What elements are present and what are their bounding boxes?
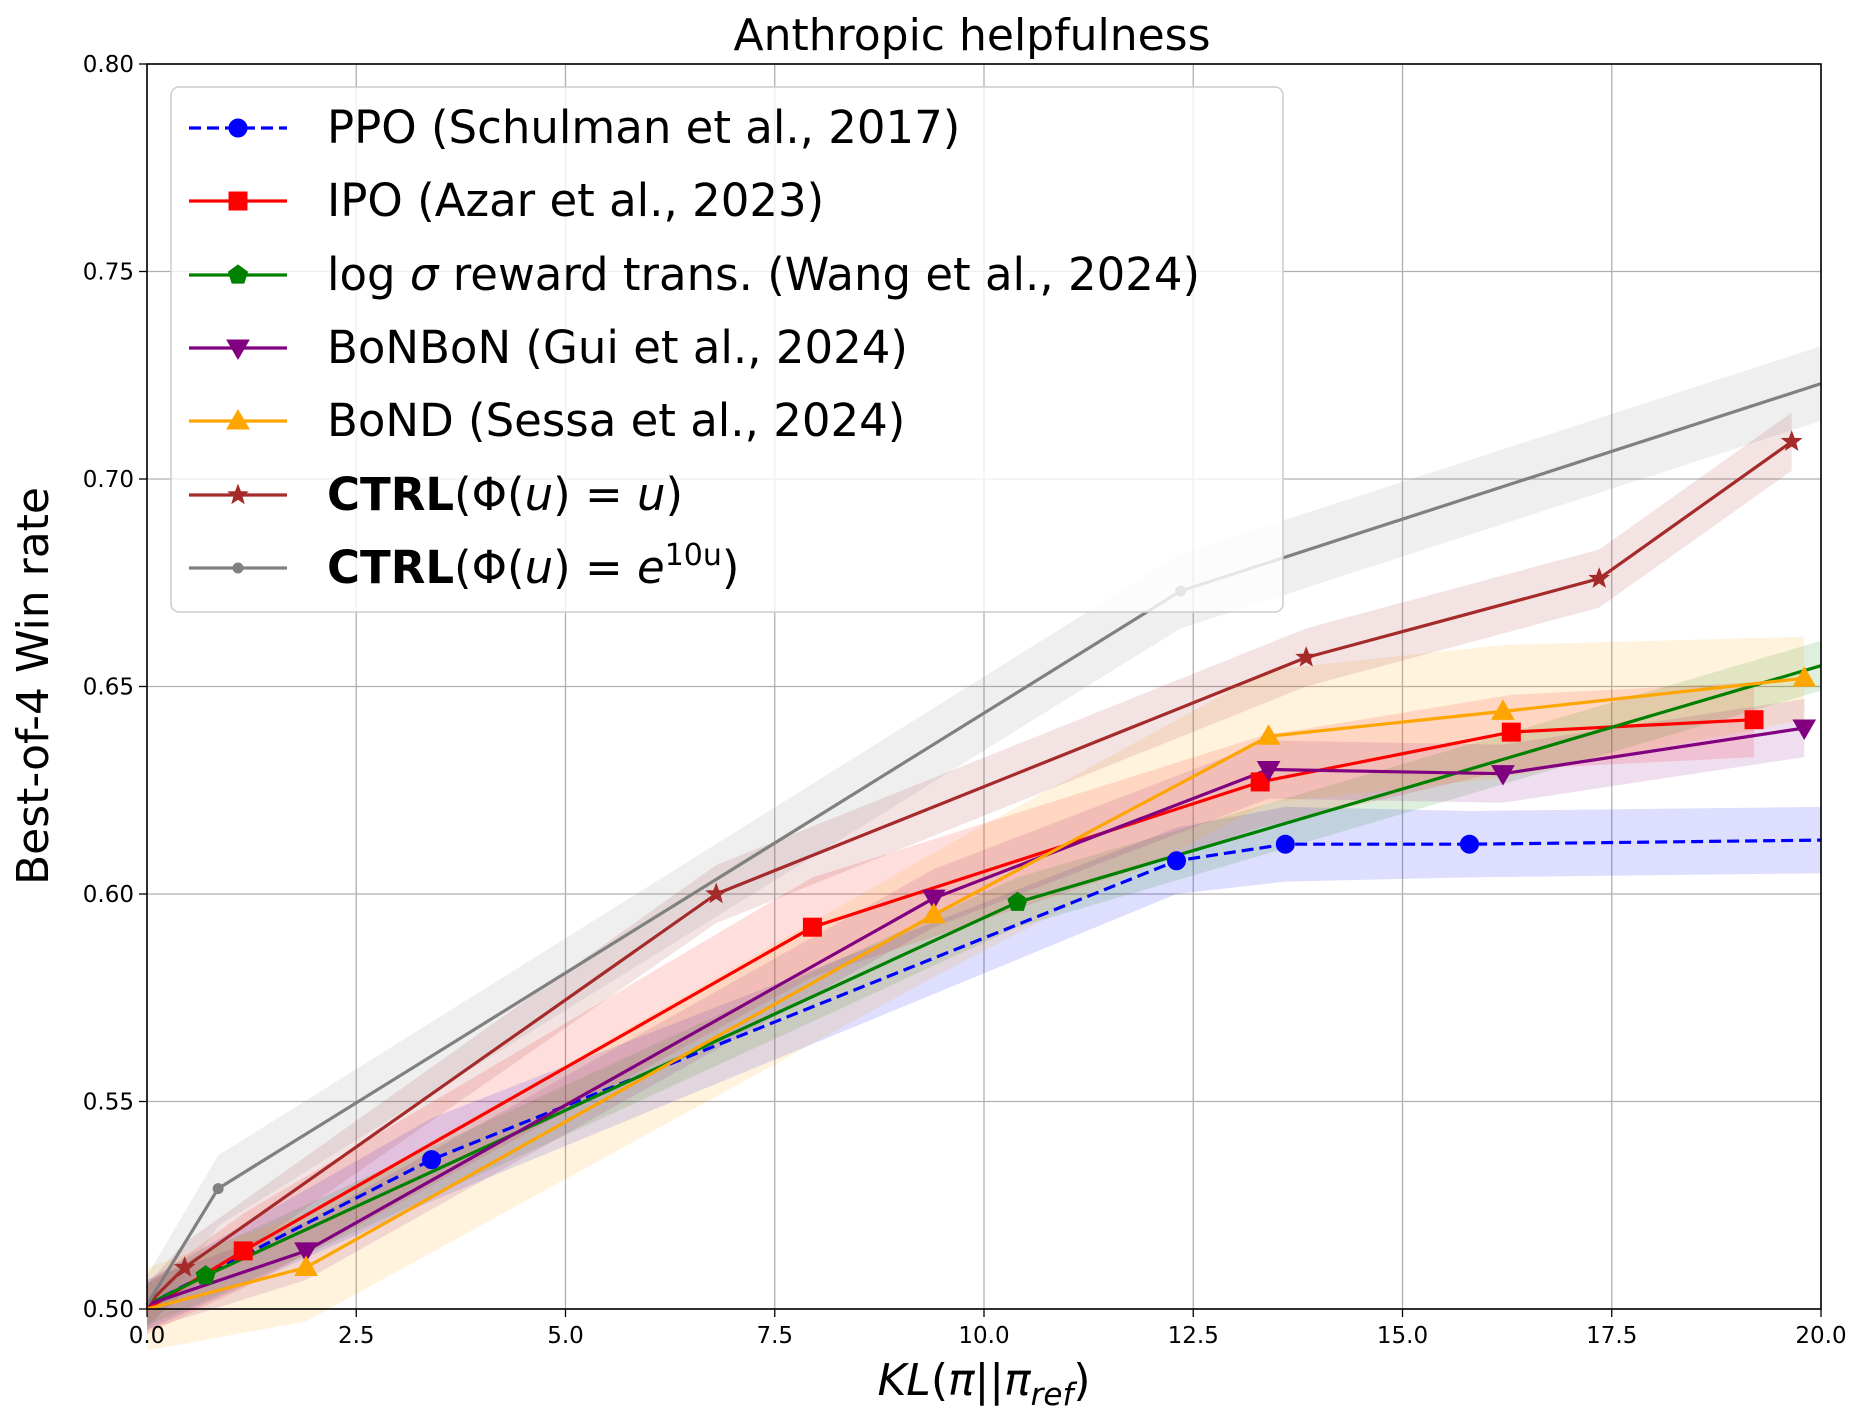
point-ipo-azar-et-al-2023 [1250, 772, 1270, 792]
line-ppo-schulman-et-al-2017 [146, 838, 1822, 1307]
legend-entry-ipo: IPO (Azar et al., 2023) [327, 174, 824, 227]
x-tick-label: 7.5 [756, 1323, 793, 1349]
band-ctrl-u-e-10u [147, 346, 1821, 1334]
point-ctrl-u-u [1780, 430, 1803, 451]
band-bonbon-gui-et-al-2024 [147, 699, 1805, 1330]
point-bond-sessa-et-al-2024 [1491, 699, 1515, 720]
x-tick-label: 5.0 [547, 1323, 584, 1349]
x-tick-label: 2.5 [338, 1323, 375, 1349]
point-bond-sessa-et-al-2024 [1792, 666, 1817, 687]
x-axis-ticks: 0.0 2.5 5.0 7.5 10.0 12.5 15.0 17.5 20.0 [129, 1309, 1847, 1349]
legend-marker-ctrl-u-u [227, 483, 249, 505]
y-axis-title: Best-of-4 Win rate [8, 487, 59, 885]
legend-entry-bond: BoND (Sessa et al., 2024) [327, 394, 905, 447]
chart-title: Anthropic helpfulness [733, 10, 1210, 61]
point-bonbon-gui-et-al-2024 [1491, 765, 1515, 786]
point-ctrl-u-u [705, 882, 728, 904]
legend-marker-log-reward-trans-wang-et-al-2024 [227, 264, 249, 284]
line-bonbon-gui-et-al-2024 [146, 726, 1805, 1307]
band-bond-sessa-et-al-2024 [147, 636, 1805, 1351]
point-log-reward-trans-wang-et-al-2024 [195, 1265, 216, 1285]
y-tick-label: 0.70 [83, 467, 134, 493]
x-tick-label: 17.5 [1586, 1323, 1637, 1349]
y-axis-ticks: 0.50 0.55 0.60 0.65 0.70 0.75 0.80 [83, 52, 147, 1323]
point-bond-sessa-et-al-2024 [1256, 724, 1281, 745]
point-ipo-azar-et-al-2023 [1744, 710, 1764, 730]
legend-marker-ppo-schulman-et-al-2017 [228, 118, 248, 138]
point-log-reward-trans-wang-et-al-2024 [1007, 891, 1028, 911]
series-markers [173, 430, 1817, 1285]
point-ctrl-u-u [1295, 646, 1318, 667]
series-lines [145, 382, 1822, 1311]
point-bond-sessa-et-al-2024 [294, 1255, 318, 1276]
band-ctrl-u-u [147, 412, 1792, 1326]
point-bonbon-gui-et-al-2024 [921, 889, 946, 911]
point-ctrl-u-u [173, 1256, 196, 1277]
y-tick-label: 0.55 [83, 1090, 134, 1116]
line-ctrl-u-e-10u [145, 382, 1822, 1306]
line-ctrl-u-u [145, 440, 1793, 1306]
point-ppo-schulman-et-al-2017 [1459, 834, 1479, 854]
legend-handles [189, 118, 287, 574]
legend-marker-ctrl-u-e-10u [232, 562, 244, 574]
legend-entry-bonbon: BoNBoN (Gui et al., 2024) [327, 321, 908, 374]
point-bond-sessa-et-al-2024 [921, 902, 946, 924]
line-log-reward-trans-wang-et-al-2024 [146, 664, 1822, 1307]
legend-box [170, 86, 1284, 613]
legend: PPO (Schulman et al., 2017) IPO (Azar et… [170, 86, 1284, 613]
legend-entry-log-sigma: log σ reward trans. (Wang et al., 2024) [327, 248, 1200, 301]
legend-entry-ppo: PPO (Schulman et al., 2017) [327, 101, 960, 154]
legend-marker-bonbon-gui-et-al-2024 [226, 339, 250, 360]
band-ipo-azar-et-al-2023 [147, 682, 1754, 1334]
band-ppo-schulman-et-al-2017 [147, 806, 1821, 1330]
x-axis-title: KL(π||πref) [877, 1355, 1090, 1413]
confidence-bands [147, 346, 1821, 1351]
legend-entry-ctrl-exp: CTRL(Φ(u) = e10u) [327, 538, 739, 594]
point-bonbon-gui-et-al-2024 [294, 1242, 318, 1263]
y-tick-label: 0.60 [83, 882, 134, 908]
point-bonbon-gui-et-al-2024 [1256, 761, 1281, 782]
legend-marker-ipo-azar-et-al-2023 [228, 191, 248, 211]
legend-entry-ctrl-linear: CTRL(Φ(u) = u) [327, 468, 683, 521]
y-tick-label: 0.80 [83, 52, 134, 78]
band-log-reward-trans-wang-et-al-2024 [147, 640, 1821, 1326]
x-tick-label: 15.0 [1377, 1323, 1428, 1349]
point-bonbon-gui-et-al-2024 [1792, 719, 1817, 740]
x-tick-label: 12.5 [1168, 1323, 1219, 1349]
point-ctrl-u-e-10u [212, 1183, 224, 1195]
y-tick-label: 0.75 [83, 260, 134, 286]
point-ipo-azar-et-al-2023 [1501, 722, 1521, 742]
point-ctrl-u-u [1588, 567, 1611, 588]
x-tick-label: 0.0 [129, 1323, 166, 1349]
point-ppo-schulman-et-al-2017 [1275, 834, 1295, 854]
line-bond-sessa-et-al-2024 [146, 676, 1805, 1311]
point-ipo-azar-et-al-2023 [802, 917, 822, 937]
point-ipo-azar-et-al-2023 [233, 1241, 253, 1261]
line-ipo-azar-et-al-2023 [146, 718, 1755, 1311]
x-tick-label: 20.0 [1795, 1323, 1846, 1349]
point-ppo-schulman-et-al-2017 [1167, 851, 1187, 871]
y-tick-label: 0.50 [83, 1297, 134, 1323]
x-tick-label: 10.0 [958, 1323, 1009, 1349]
legend-marker-bond-sessa-et-al-2024 [226, 409, 250, 430]
point-ppo-schulman-et-al-2017 [422, 1150, 442, 1170]
y-tick-label: 0.65 [83, 675, 134, 701]
